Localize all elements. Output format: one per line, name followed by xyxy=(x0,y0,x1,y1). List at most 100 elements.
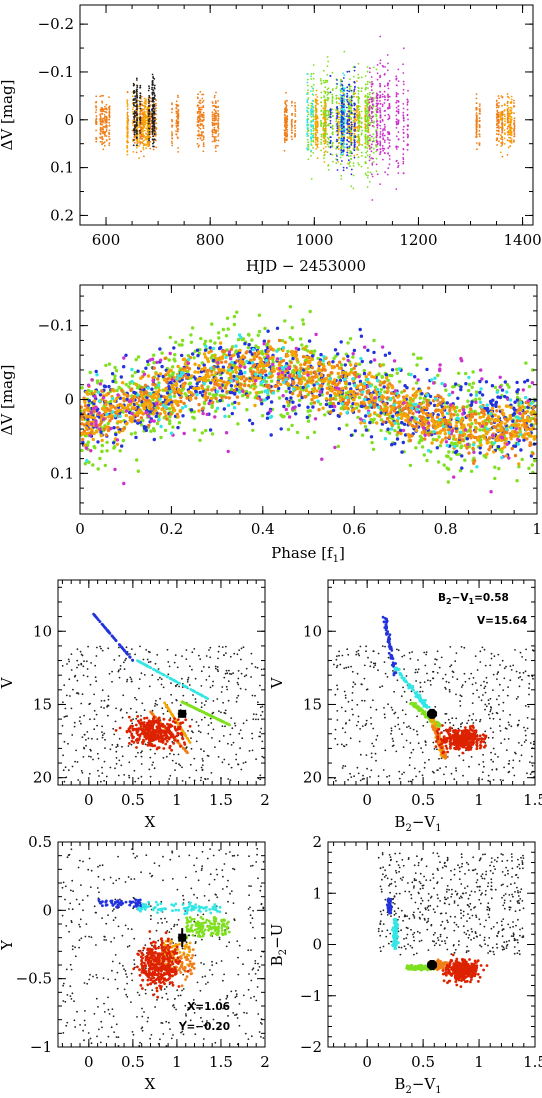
light-curve-point xyxy=(199,90,202,93)
light-curve-point xyxy=(375,68,378,71)
light-curve-point xyxy=(198,126,200,129)
light-curve-point xyxy=(106,125,108,127)
light-curve-point xyxy=(315,148,317,150)
light-curve-point xyxy=(99,140,102,143)
light-curve-point xyxy=(138,157,141,160)
light-curve-point xyxy=(360,155,363,157)
light-curve-point xyxy=(375,95,378,98)
light-curve-point xyxy=(199,111,202,113)
light-curve-point xyxy=(375,115,377,118)
light-curve-point xyxy=(326,96,329,99)
light-curve-point xyxy=(148,105,150,107)
light-curve-point xyxy=(199,99,202,102)
light-curve-point xyxy=(306,110,309,113)
light-curve-point xyxy=(320,113,323,116)
phase-point xyxy=(159,435,163,440)
light-curve-point xyxy=(331,102,334,104)
light-curve-point xyxy=(397,164,400,167)
light-curve-point xyxy=(136,88,138,91)
light-curve-point xyxy=(395,92,398,94)
light-curve-point xyxy=(475,112,478,114)
light-curve-point xyxy=(386,54,389,56)
light-curve-point xyxy=(407,118,409,121)
light-curve-point xyxy=(142,121,145,124)
phase-point xyxy=(88,370,92,375)
phase-point xyxy=(438,444,443,448)
light-curve-point xyxy=(331,131,334,134)
light-curve-point xyxy=(202,127,205,130)
light-curve-point xyxy=(151,97,154,100)
light-curve-point xyxy=(286,117,289,120)
x-tick-label: 1400 xyxy=(503,231,541,249)
light-curve-point xyxy=(357,133,360,136)
light-curve-point xyxy=(286,115,288,118)
light-curve-point xyxy=(310,178,313,180)
light-curve-point xyxy=(332,160,334,163)
light-curve-point xyxy=(499,151,502,154)
light-curve-point xyxy=(371,199,374,201)
phase-diagram-panel: 0 0.2 0.4 0.6 0.8 1 −0.100.1 Phase [f1] ΔV [m… xyxy=(0,284,542,565)
light-curve-point xyxy=(383,123,386,126)
light-curve-point xyxy=(335,147,338,150)
phase-point xyxy=(136,469,140,473)
light-curve-point xyxy=(346,132,349,135)
phase-point xyxy=(418,396,422,400)
phase-point xyxy=(415,363,419,367)
light-curve-point xyxy=(284,102,287,105)
light-curve-point xyxy=(350,96,353,99)
light-curve-point xyxy=(324,98,327,101)
light-curve-point xyxy=(139,107,142,110)
phase-point xyxy=(500,450,504,454)
light-curve-point xyxy=(147,127,150,130)
light-curve-point xyxy=(155,99,158,102)
light-curve-point xyxy=(212,119,214,122)
light-curve-point xyxy=(126,153,129,156)
light-curve-point xyxy=(151,133,154,136)
light-curve-point xyxy=(357,125,360,127)
light-curve-point xyxy=(175,119,178,122)
light-curve-point xyxy=(357,108,360,111)
x-tick-label: 600 xyxy=(92,231,121,249)
light-curve-point xyxy=(375,163,378,166)
phase-point xyxy=(283,319,287,323)
light-curve-point xyxy=(329,122,332,125)
light-curve-point xyxy=(379,62,382,65)
light-curve-point xyxy=(371,92,374,95)
light-curve-point xyxy=(312,120,314,122)
light-curve-point xyxy=(283,124,286,126)
light-curve-point xyxy=(327,145,330,148)
light-curve-point xyxy=(509,125,512,127)
light-curve-point xyxy=(126,127,129,130)
phase-point xyxy=(301,322,306,326)
light-curve-point xyxy=(201,93,204,96)
light-curve-point xyxy=(342,166,345,169)
light-curve-point xyxy=(307,97,310,99)
light-curve-point xyxy=(283,110,286,113)
phase-point xyxy=(256,333,260,337)
light-curve-point xyxy=(350,144,353,146)
phase-point xyxy=(210,432,215,436)
light-curve-point xyxy=(217,105,220,108)
light-curve-point xyxy=(285,122,288,125)
light-curve-point xyxy=(153,94,156,97)
light-curve-point xyxy=(154,102,157,105)
light-curve-point xyxy=(310,90,312,92)
light-curve-point xyxy=(136,119,139,122)
light-curve-point xyxy=(372,124,374,127)
light-curve-point xyxy=(315,139,317,141)
phase-point xyxy=(370,440,374,445)
light-curve-point xyxy=(147,98,150,101)
phase-point xyxy=(96,467,100,471)
light-curve-point xyxy=(294,115,297,117)
light-curve-point xyxy=(383,139,386,142)
phase-point xyxy=(451,385,455,389)
light-curve-point xyxy=(510,120,513,122)
phase-point xyxy=(211,393,215,397)
light-curve-point xyxy=(376,111,378,113)
light-curve-point xyxy=(370,76,373,78)
light-curve-point xyxy=(402,47,405,50)
light-curve-point xyxy=(348,119,351,122)
light-curve-point xyxy=(338,148,340,150)
light-curve-point xyxy=(326,79,329,82)
phase-point xyxy=(111,441,116,445)
